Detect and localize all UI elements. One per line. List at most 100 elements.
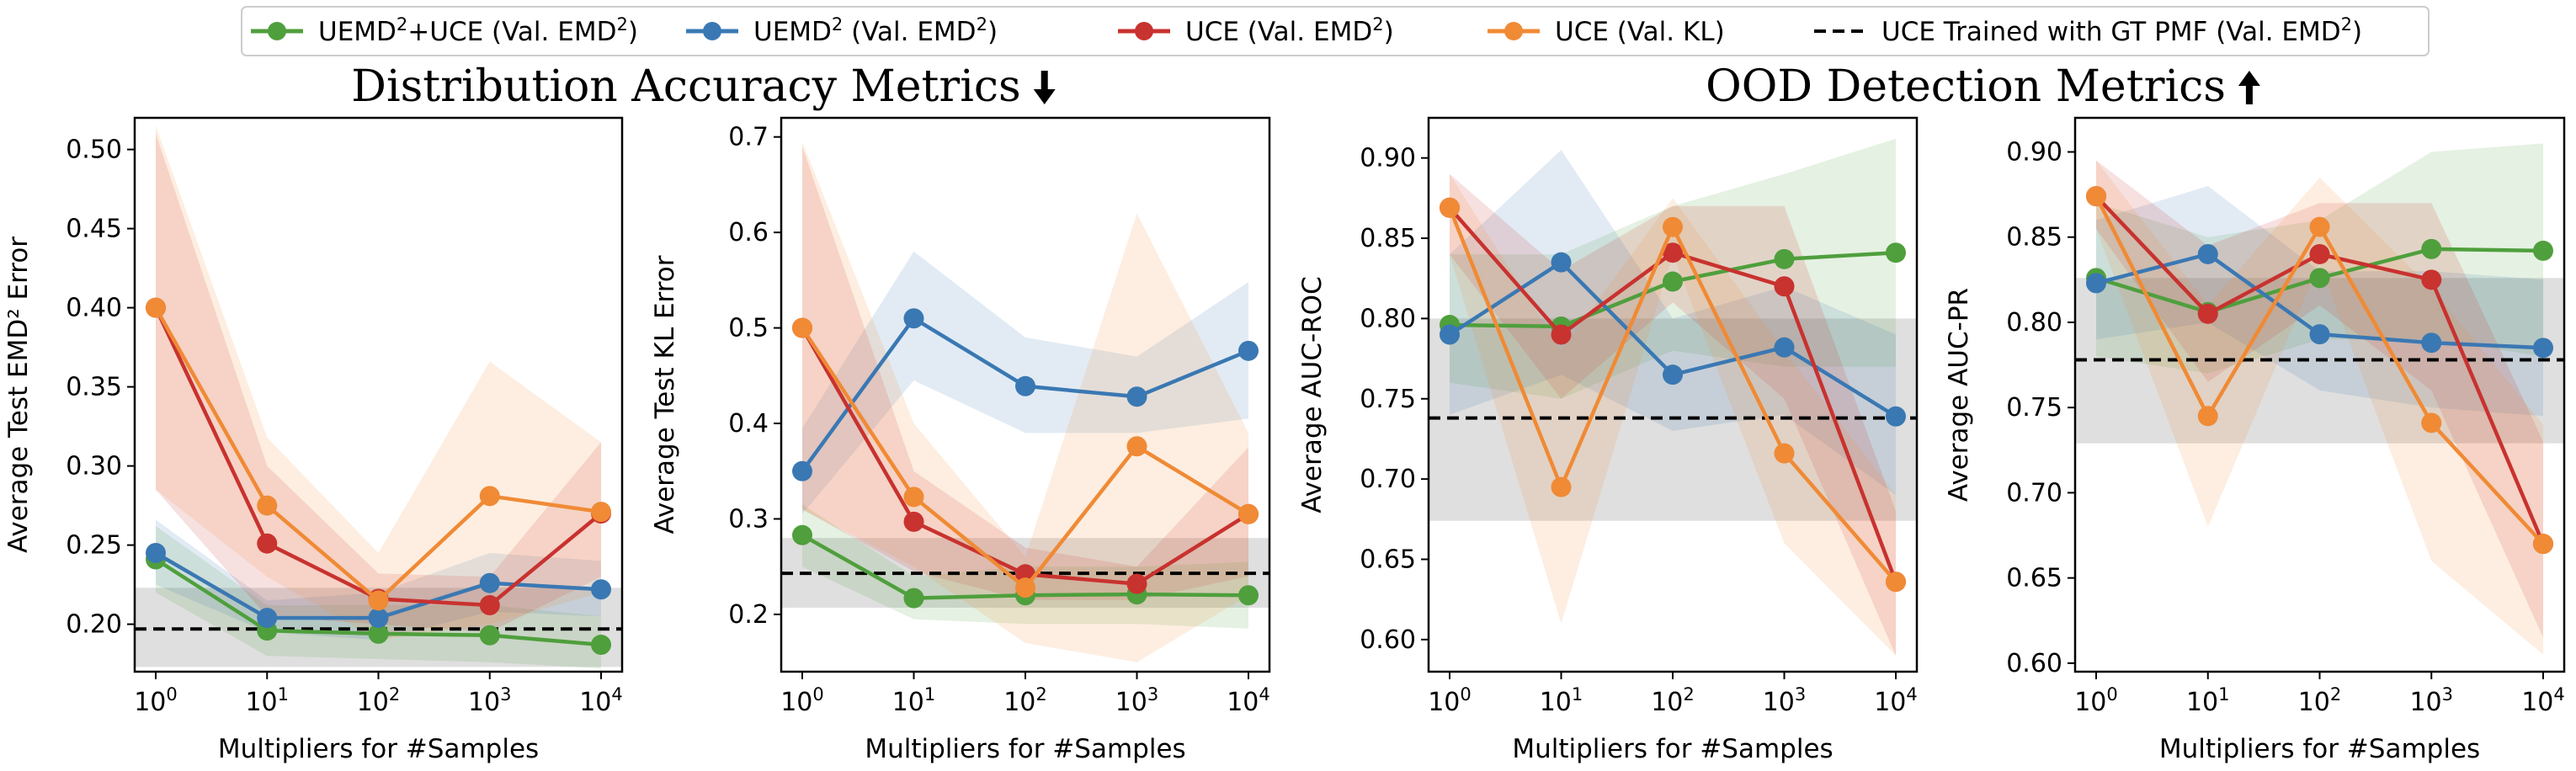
data-point (368, 623, 389, 644)
chart-panel-2: 0.2 0.3 0.4 0.5 0.6 0.7 100 101 102 103 104 Multipl… (650, 116, 1271, 764)
x-axis-label: Multipliers for #Samples (218, 734, 539, 764)
data-point (146, 543, 166, 563)
x-tick-label: 102 (1651, 684, 1695, 717)
y-tick-label: 0.65 (2006, 564, 2062, 593)
legend-item-uemd: UEMD2 (Val. EMD2) (686, 14, 998, 47)
legend-label: UCE (Val. KL) (1555, 17, 1725, 47)
data-point (1551, 476, 1572, 497)
chart-panel-4: 0.60 0.65 0.70 0.75 0.80 0.85 0.90 100 101 102 103… (1944, 116, 2566, 764)
y-axis-label: Average Test KL Error (650, 255, 680, 534)
y-tick-label: 0.45 (66, 215, 122, 244)
x-tick-label: 104 (579, 684, 623, 717)
data-point (2421, 412, 2442, 433)
legend-marker (1135, 22, 1153, 40)
data-point (1663, 364, 1683, 386)
data-point (1440, 197, 1460, 218)
y-tick-label: 0.65 (1360, 545, 1416, 574)
legend-item-gt_pmf: UCE Trained with GT PMF (Val. EMD2) (1814, 14, 2362, 47)
data-point (1238, 340, 1259, 361)
data-point (257, 608, 278, 629)
y-tick-label: 0.50 (66, 136, 122, 165)
data-point (2086, 273, 2106, 294)
group-title-text: Distribution Accuracy Metrics (351, 61, 1020, 112)
y-tick-label: 0.85 (1360, 224, 1416, 253)
data-point (792, 524, 812, 545)
y-tick-label: 0.90 (1360, 144, 1416, 173)
data-point (1126, 573, 1147, 594)
x-tick-label: 103 (1115, 684, 1159, 717)
data-point (1774, 443, 1795, 464)
x-tick-label: 102 (357, 684, 401, 717)
data-point (479, 595, 500, 616)
data-point (1440, 324, 1460, 345)
data-point (257, 495, 278, 516)
x-tick-label: 103 (2409, 684, 2453, 717)
x-tick-label: 103 (1763, 684, 1807, 717)
x-tick-label: 100 (134, 684, 178, 717)
y-tick-label: 0.35 (66, 373, 122, 402)
data-point (903, 588, 924, 609)
x-tick-label: 101 (892, 684, 936, 717)
up-arrow-icon (2238, 71, 2260, 104)
x-tick-label: 101 (1540, 684, 1583, 717)
x-axis-label: Multipliers for #Samples (2159, 734, 2480, 764)
y-tick-label: 0.2 (728, 600, 769, 630)
down-arrow-icon (1033, 71, 1056, 104)
confidence-band-series-4 (1450, 173, 1896, 656)
data-point (2086, 186, 2106, 207)
y-tick-label: 0.6 (728, 218, 769, 247)
data-point (1551, 252, 1572, 273)
y-tick-label: 0.30 (66, 452, 122, 481)
data-point (2309, 216, 2330, 237)
data-point (903, 308, 924, 329)
x-axis-label: Multipliers for #Samples (1512, 734, 1833, 764)
confidence-band-series-4 (2096, 160, 2543, 655)
data-point (792, 317, 812, 338)
data-point (257, 533, 278, 554)
y-tick-label: 0.85 (2006, 223, 2062, 253)
data-point (1774, 276, 1795, 297)
data-point (2421, 238, 2442, 259)
data-point (591, 635, 611, 656)
data-point (479, 486, 500, 507)
chart-panel-3: 0.60 0.65 0.70 0.75 0.80 0.85 0.90 100 101 102 103… (1297, 116, 1919, 764)
confidence-band-series-4 (802, 141, 1248, 662)
chart-panel-1: 0.20 0.25 0.30 0.35 0.40 0.45 0.50 100 101 102 103… (3, 116, 624, 764)
x-tick-label: 104 (2521, 684, 2565, 717)
data-point (1126, 436, 1147, 457)
y-axis-label: Average AUC-PR (1944, 288, 1974, 502)
y-tick-label: 0.25 (66, 531, 122, 561)
x-tick-label: 100 (780, 684, 824, 717)
confidence-band-series-2 (1450, 150, 1896, 496)
x-tick-label: 100 (1428, 684, 1472, 717)
group-titles: Distribution Accuracy Metrics OOD Detecti… (351, 61, 2260, 112)
data-point (368, 590, 389, 611)
x-tick-label: 104 (1227, 684, 1270, 717)
data-point (591, 579, 611, 600)
data-point (2197, 243, 2218, 264)
y-tick-label: 0.80 (1360, 304, 1416, 333)
data-point (1238, 585, 1259, 606)
data-point (479, 625, 500, 646)
data-point (368, 608, 389, 629)
data-point (1663, 242, 1683, 263)
data-point (2197, 303, 2218, 324)
y-tick-label: 0.75 (1360, 385, 1416, 414)
data-point (479, 572, 500, 593)
data-point (2533, 338, 2553, 359)
legend-marker (268, 22, 286, 40)
data-point (2533, 240, 2553, 261)
legend-item-uce_emd: UCE (Val. EMD2) (1118, 14, 1394, 47)
data-point (2533, 534, 2553, 555)
y-tick-label: 0.60 (2006, 649, 2062, 678)
data-point (1663, 271, 1683, 292)
x-tick-label: 102 (1003, 684, 1047, 717)
legend-label: UCE Trained with GT PMF (Val. EMD2) (1881, 14, 2362, 47)
y-tick-label: 0.7 (728, 123, 769, 152)
data-point (2309, 268, 2330, 289)
y-tick-label: 0.40 (66, 294, 122, 323)
group-title-text: OOD Detection Metrics (1706, 61, 2226, 112)
legend-marker (703, 22, 721, 40)
y-axis-label: Average Test EMD² Error (3, 237, 34, 553)
